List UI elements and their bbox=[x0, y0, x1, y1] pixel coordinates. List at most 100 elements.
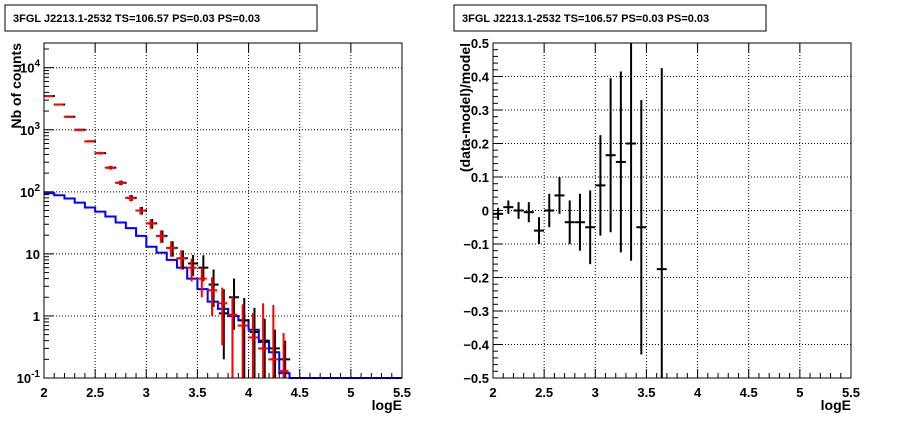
model-point bbox=[114, 180, 125, 186]
residual-point bbox=[636, 99, 647, 355]
model-point bbox=[43, 94, 54, 97]
counts-y-tick-label: 103 bbox=[20, 121, 40, 138]
residual-tick-labels: 2 2.5 3 3.5 4 4.5 5 5.5 −0.5 −0.4 −0.3 −0.2 −0.1 0 0.1… bbox=[463, 36, 860, 400]
residual-y-tick-label: 0.5 bbox=[471, 36, 489, 51]
data-point bbox=[218, 289, 229, 360]
counts-x-tick-label: 2.5 bbox=[86, 385, 104, 400]
residual-point bbox=[523, 202, 534, 223]
residual-title: 3FGL J2213.1-2532 TS=106.57 PS=0.03 PS=0… bbox=[462, 13, 709, 25]
model-point bbox=[206, 277, 217, 316]
counts-x-tick-label: 3.5 bbox=[188, 385, 206, 400]
residual-panel: 2 2.5 3 3.5 4 4.5 5 5.5 −0.5 −0.4 −0.3 −0.2 −0.1 0 0.1… bbox=[453, 4, 860, 413]
residual-y-tick-label: −0.5 bbox=[463, 371, 489, 386]
residual-x-tick-label: 4 bbox=[694, 385, 702, 400]
residual-point bbox=[544, 193, 555, 228]
residual-point bbox=[534, 217, 545, 244]
counts-y-tick-label: 104 bbox=[20, 59, 40, 76]
model-point bbox=[176, 250, 187, 270]
counts-x-tick-label: 5 bbox=[347, 385, 354, 400]
data-point bbox=[198, 255, 209, 282]
model-point bbox=[125, 194, 136, 202]
counts-title: 3FGL J2213.1-2532 TS=106.57 PS=0.03 PS=0… bbox=[13, 13, 260, 25]
residual-y-axis-title: (data-model)/model bbox=[457, 43, 473, 172]
residual-point bbox=[554, 177, 565, 214]
residual-point bbox=[626, 43, 637, 261]
model-point bbox=[166, 241, 177, 257]
model-point bbox=[217, 287, 228, 346]
counts-x-tick-label: 5.5 bbox=[393, 385, 411, 400]
residual-y-tick-label: 0 bbox=[482, 204, 489, 219]
model-point bbox=[186, 258, 197, 282]
model-point bbox=[155, 230, 166, 243]
data-point bbox=[177, 250, 188, 270]
residual-point bbox=[513, 202, 524, 219]
model-point bbox=[63, 115, 74, 118]
residual-x-tick-label: 5.5 bbox=[842, 385, 860, 400]
model-point bbox=[237, 304, 248, 378]
residual-y-tick-label: −0.3 bbox=[463, 304, 489, 319]
model-point bbox=[227, 296, 238, 378]
counts-x-tick-label: 4 bbox=[245, 385, 253, 400]
residual-x-tick-label: 3 bbox=[592, 385, 599, 400]
residual-y-tick-label: 0.3 bbox=[471, 103, 489, 118]
model-point bbox=[74, 128, 84, 131]
residual-y-tick-label: 0.4 bbox=[471, 70, 490, 85]
residual-x-tick-label: 2.5 bbox=[535, 385, 553, 400]
counts-y-tick-label: 10 bbox=[26, 247, 40, 262]
model-point bbox=[145, 218, 156, 229]
residual-x-tick-label: 5 bbox=[796, 385, 803, 400]
residual-x-tick-label: 4.5 bbox=[740, 385, 758, 400]
residual-x-tick-label: 2 bbox=[489, 385, 496, 400]
model-step-line bbox=[44, 192, 402, 379]
data-point bbox=[249, 307, 260, 378]
data-point bbox=[188, 254, 199, 277]
data-point bbox=[269, 329, 280, 378]
model-point bbox=[104, 165, 115, 170]
counts-panel: 2 2.5 3 3.5 4 4.5 5 5.5 10-1 1 10 102 103 104 3FGL J2… bbox=[4, 4, 411, 413]
model-point bbox=[135, 206, 146, 215]
residual-y-tick-label: 0.2 bbox=[471, 137, 489, 152]
residual-x-tick-label: 3.5 bbox=[637, 385, 655, 400]
residual-point bbox=[595, 135, 606, 236]
counts-y-tick-label: 10-1 bbox=[17, 369, 41, 386]
counts-axis-ticks bbox=[43, 43, 403, 379]
residual-axis-ticks bbox=[492, 42, 852, 379]
counts-x-tick-label: 2 bbox=[40, 385, 47, 400]
data-point bbox=[167, 241, 178, 257]
data-point bbox=[229, 278, 240, 330]
residual-point bbox=[493, 207, 504, 220]
model-point bbox=[84, 140, 95, 143]
residual-x-axis-title: logE bbox=[821, 397, 851, 413]
counts-series bbox=[43, 94, 402, 379]
residual-point bbox=[656, 68, 667, 378]
residual-point bbox=[503, 200, 514, 214]
model-point bbox=[258, 303, 269, 378]
residual-y-tick-label: 0.1 bbox=[471, 170, 489, 185]
counts-y-tick-label: 1 bbox=[33, 309, 40, 324]
counts-x-tick-label: 3 bbox=[143, 385, 150, 400]
model-point bbox=[94, 151, 105, 155]
residual-point bbox=[574, 193, 585, 251]
data-point bbox=[239, 297, 250, 378]
counts-y-tick-label: 102 bbox=[20, 183, 40, 200]
model-point bbox=[268, 305, 279, 378]
residual-point bbox=[585, 190, 596, 265]
counts-x-axis-title: logE bbox=[372, 397, 402, 413]
data-point bbox=[208, 269, 219, 307]
residual-point bbox=[605, 78, 616, 233]
residual-point bbox=[564, 200, 575, 244]
residual-y-tick-label: −0.4 bbox=[463, 338, 489, 353]
residual-series bbox=[493, 43, 667, 378]
model-point bbox=[278, 333, 289, 378]
residual-y-tick-label: −0.2 bbox=[463, 271, 489, 286]
model-point bbox=[196, 267, 207, 298]
residual-title-box bbox=[453, 4, 767, 32]
residual-point bbox=[615, 71, 626, 253]
counts-tick-labels: 2 2.5 3 3.5 4 4.5 5 5.5 10-1 1 10 102 103 104 bbox=[17, 59, 411, 400]
model-point bbox=[53, 103, 64, 106]
model-point bbox=[247, 312, 258, 378]
residual-y-tick-label: −0.1 bbox=[463, 237, 489, 252]
counts-y-axis-title: Nb of counts bbox=[8, 43, 24, 129]
residual-grid bbox=[493, 43, 851, 378]
